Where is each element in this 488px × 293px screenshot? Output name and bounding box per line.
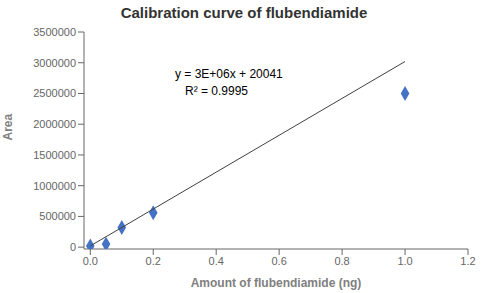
svg-text:0: 0 (70, 241, 76, 253)
svg-text:0.0: 0.0 (83, 255, 98, 267)
svg-text:3500000: 3500000 (33, 26, 76, 38)
svg-text:3000000: 3000000 (33, 57, 76, 69)
svg-text:500000: 500000 (39, 210, 76, 222)
html-text:y = 3E+06x + 20041: y = 3E+06x + 20041 (175, 67, 283, 81)
svg-text:0.6: 0.6 (271, 255, 286, 267)
svg-text:0.4: 0.4 (209, 255, 224, 267)
html-text:Calibration curve of flubendia: Calibration curve of flubendiamide (120, 4, 368, 21)
svg-text:2000000: 2000000 (33, 118, 76, 130)
svg-text:Area: Area (8, 113, 15, 140)
svg-text:1000000: 1000000 (33, 180, 76, 192)
svg-text:0.8: 0.8 (334, 255, 349, 267)
svg-text:2500000: 2500000 (33, 87, 76, 99)
svg-text:1.0: 1.0 (397, 255, 412, 267)
svg-text:1500000: 1500000 (33, 149, 76, 161)
svg-text:Amount of flubendiamide (ng): Amount of flubendiamide (ng) (191, 276, 362, 290)
html-text:R² = 0.9995: R² = 0.9995 (185, 84, 248, 98)
svg-text:1.2: 1.2 (460, 255, 475, 267)
svg-text:0.2: 0.2 (146, 255, 161, 267)
